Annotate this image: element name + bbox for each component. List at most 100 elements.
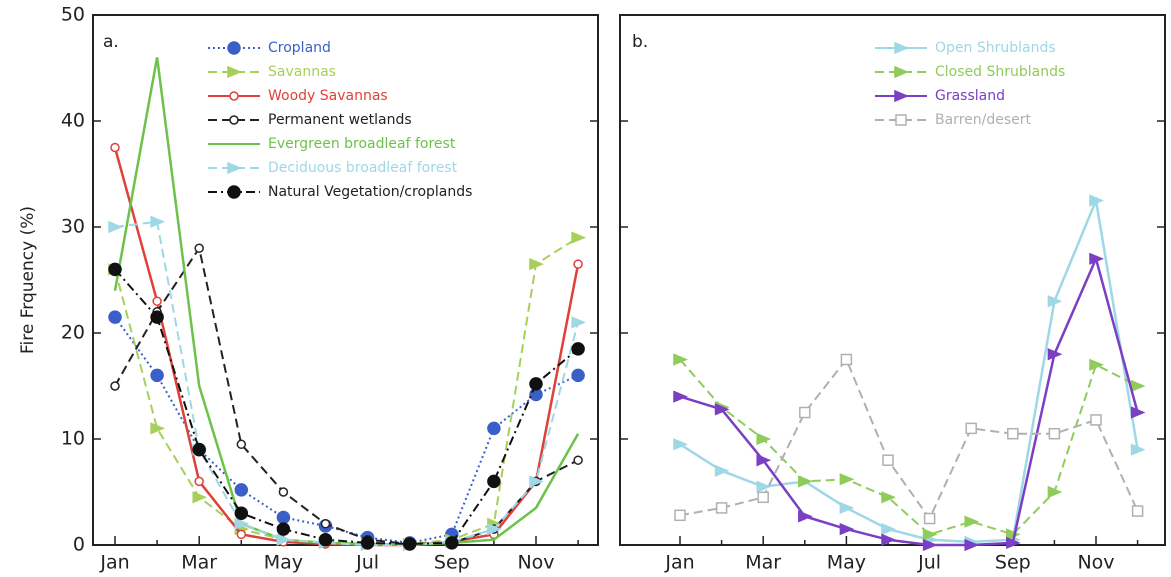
legend-label: Woody Savannas bbox=[268, 88, 388, 104]
marker bbox=[881, 522, 896, 536]
legend-marker bbox=[894, 41, 909, 55]
x-tick-label: Sep bbox=[434, 552, 470, 574]
legend-marker bbox=[227, 41, 241, 55]
marker bbox=[673, 353, 688, 366]
marker bbox=[1006, 536, 1021, 550]
marker bbox=[234, 483, 249, 497]
data-line bbox=[679, 195, 1139, 544]
marker bbox=[487, 522, 502, 536]
marker bbox=[1131, 505, 1144, 517]
series bbox=[673, 194, 1146, 548]
marker bbox=[839, 473, 855, 486]
marker bbox=[573, 259, 583, 269]
marker bbox=[108, 262, 122, 277]
marker bbox=[150, 422, 166, 435]
x-tick-label: May bbox=[827, 552, 866, 574]
marker bbox=[276, 533, 292, 546]
legend-label: Barren/desert bbox=[935, 112, 1032, 128]
legend-marker bbox=[229, 91, 239, 101]
marker bbox=[840, 353, 853, 366]
y-tick-label: 40 bbox=[61, 110, 85, 132]
marker bbox=[965, 422, 977, 435]
marker bbox=[110, 381, 120, 391]
x-tick-label: Jan bbox=[99, 552, 129, 574]
marker bbox=[487, 474, 501, 489]
marker bbox=[318, 532, 333, 547]
marker bbox=[194, 243, 204, 253]
marker bbox=[715, 502, 728, 514]
data-line bbox=[114, 245, 579, 545]
data-line bbox=[114, 236, 579, 545]
data-line bbox=[114, 316, 579, 544]
x-tick-label: Jul bbox=[917, 552, 941, 574]
marker bbox=[320, 519, 331, 529]
data-line bbox=[114, 268, 579, 545]
marker bbox=[1089, 194, 1104, 207]
marker bbox=[798, 475, 813, 488]
marker bbox=[881, 533, 896, 546]
marker bbox=[571, 342, 585, 356]
plot-frame bbox=[619, 14, 1166, 546]
marker bbox=[360, 536, 375, 550]
marker bbox=[798, 510, 813, 523]
marker bbox=[571, 231, 587, 244]
marker bbox=[1047, 485, 1063, 499]
x-tick-label: Mar bbox=[181, 552, 217, 574]
marker bbox=[1130, 379, 1146, 393]
legend-marker bbox=[894, 65, 909, 79]
marker bbox=[150, 215, 166, 228]
data-line bbox=[679, 255, 1139, 547]
marker bbox=[922, 538, 938, 552]
series bbox=[108, 262, 585, 551]
marker bbox=[402, 537, 417, 551]
marker bbox=[150, 368, 164, 383]
data-line bbox=[679, 357, 1139, 521]
marker bbox=[673, 438, 688, 451]
marker bbox=[839, 501, 855, 515]
marker bbox=[276, 510, 291, 525]
marker bbox=[571, 316, 587, 329]
legend-label: Deciduous broadleaf forest bbox=[268, 160, 458, 176]
marker bbox=[673, 390, 688, 403]
legend-label: Evergreen broadleaf forest bbox=[268, 136, 456, 152]
marker bbox=[756, 432, 772, 446]
marker bbox=[1047, 348, 1063, 361]
series bbox=[108, 215, 587, 552]
marker bbox=[923, 512, 936, 525]
marker bbox=[194, 476, 204, 487]
marker bbox=[799, 406, 811, 419]
marker bbox=[839, 522, 855, 536]
panel-label: a. bbox=[103, 32, 119, 52]
marker bbox=[756, 480, 772, 493]
legend-label: Savannas bbox=[268, 64, 336, 80]
marker bbox=[276, 522, 291, 536]
marker bbox=[1006, 528, 1021, 541]
marker bbox=[1048, 427, 1061, 440]
marker bbox=[1007, 427, 1019, 440]
y-tick-label: 20 bbox=[61, 322, 85, 344]
series bbox=[674, 353, 1144, 525]
marker bbox=[757, 491, 769, 504]
panel-label: b. bbox=[632, 32, 648, 52]
legend-marker bbox=[229, 115, 239, 125]
y-axis-label: Fire Frquency (%) bbox=[18, 206, 38, 354]
marker bbox=[278, 487, 289, 497]
data-line bbox=[679, 358, 1139, 536]
legend-label: Natural Vegetation/croplands bbox=[268, 184, 472, 200]
marker bbox=[236, 439, 247, 450]
marker bbox=[882, 454, 894, 466]
marker bbox=[714, 464, 730, 477]
y-tick-label: 10 bbox=[61, 428, 85, 450]
data-line bbox=[113, 147, 580, 547]
marker bbox=[192, 442, 206, 457]
marker bbox=[150, 310, 164, 324]
marker bbox=[234, 517, 250, 530]
marker bbox=[964, 515, 980, 528]
marker bbox=[881, 491, 896, 504]
marker bbox=[529, 377, 543, 391]
legend-marker bbox=[894, 89, 909, 103]
marker bbox=[922, 528, 938, 541]
x-tick-label: Mar bbox=[745, 552, 781, 574]
series bbox=[108, 310, 585, 550]
marker bbox=[1130, 406, 1146, 419]
